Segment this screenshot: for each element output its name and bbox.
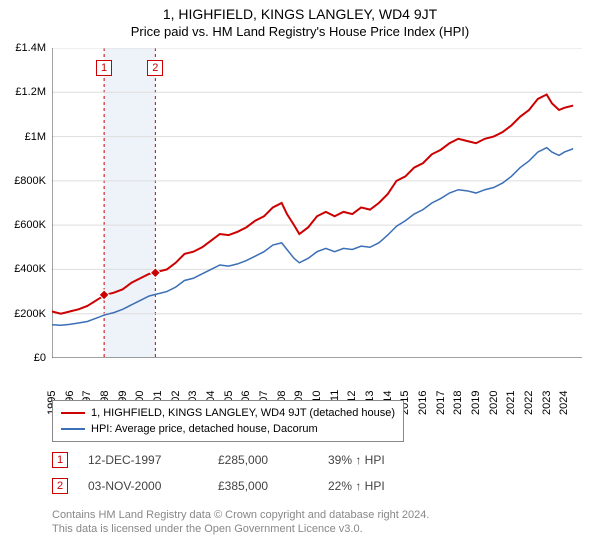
- plot-area: [52, 48, 582, 358]
- x-tick-label: 2019: [470, 390, 482, 414]
- y-tick-label: £1M: [0, 131, 46, 143]
- marker-box: 1: [96, 60, 112, 76]
- sale-marker-ref: 1: [52, 452, 68, 468]
- sale-date: 03-NOV-2000: [88, 479, 218, 493]
- copyright: Contains HM Land Registry data © Crown c…: [52, 508, 429, 536]
- x-tick-label: 2023: [541, 390, 553, 414]
- x-tick-label: 2018: [452, 390, 464, 414]
- legend: 1, HIGHFIELD, KINGS LANGLEY, WD4 9JT (de…: [52, 400, 404, 442]
- copyright-line-1: Contains HM Land Registry data © Crown c…: [52, 508, 429, 522]
- sale-pct: 22% ↑ HPI: [328, 479, 385, 493]
- legend-item-red: 1, HIGHFIELD, KINGS LANGLEY, WD4 9JT (de…: [61, 405, 395, 421]
- x-tick-label: 2016: [417, 390, 429, 414]
- x-tick-label: 2020: [488, 390, 500, 414]
- sale-row: 1 12-DEC-1997£285,00039% ↑ HPI: [52, 452, 385, 468]
- sale-price: £285,000: [218, 453, 328, 467]
- x-tick-label: 2021: [505, 390, 517, 414]
- x-tick-label: 2017: [435, 390, 447, 414]
- y-tick-label: £800K: [0, 175, 46, 187]
- chart-title: 1, HIGHFIELD, KINGS LANGLEY, WD4 9JT: [0, 0, 600, 22]
- marker-box: 2: [147, 60, 163, 76]
- sale-date: 12-DEC-1997: [88, 453, 218, 467]
- y-tick-label: £200K: [0, 308, 46, 320]
- plot-svg: [52, 48, 582, 358]
- legend-swatch-blue: [61, 428, 85, 430]
- y-tick-label: £1.2M: [0, 86, 46, 98]
- copyright-line-2: This data is licensed under the Open Gov…: [52, 522, 429, 536]
- legend-label-blue: HPI: Average price, detached house, Daco…: [91, 421, 318, 437]
- sale-row: 2 03-NOV-2000£385,00022% ↑ HPI: [52, 478, 385, 494]
- legend-swatch-red: [61, 412, 85, 414]
- sale-price: £385,000: [218, 479, 328, 493]
- y-tick-label: £400K: [0, 263, 46, 275]
- y-tick-label: £1.4M: [0, 42, 46, 54]
- legend-item-blue: HPI: Average price, detached house, Daco…: [61, 421, 395, 437]
- chart-subtitle: Price paid vs. HM Land Registry's House …: [0, 22, 600, 45]
- x-tick-label: 2022: [523, 390, 535, 414]
- y-tick-label: £0: [0, 352, 46, 364]
- sale-pct: 39% ↑ HPI: [328, 453, 385, 467]
- x-tick-label: 2024: [558, 390, 570, 414]
- legend-label-red: 1, HIGHFIELD, KINGS LANGLEY, WD4 9JT (de…: [91, 405, 395, 421]
- sale-marker-ref: 2: [52, 478, 68, 494]
- figure: 1, HIGHFIELD, KINGS LANGLEY, WD4 9JT Pri…: [0, 0, 600, 560]
- y-tick-label: £600K: [0, 219, 46, 231]
